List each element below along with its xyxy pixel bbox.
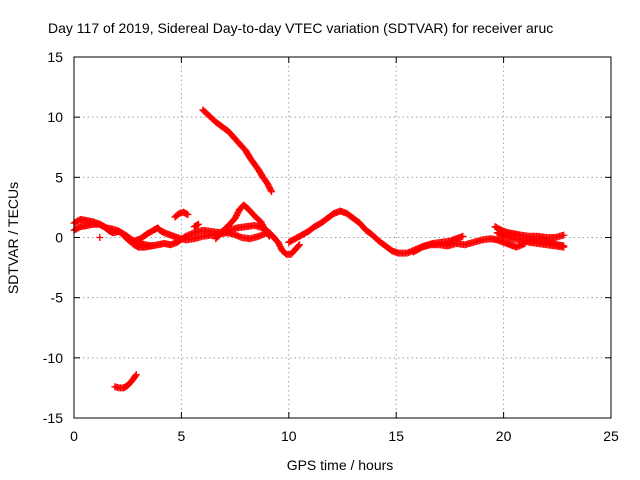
x-tick-label: 25 [603, 428, 619, 444]
tick-labels: 0 5 10 15 20 25 -15 -10 -5 0 5 10 15 [43, 49, 619, 444]
track-a-point [295, 242, 303, 250]
y-tick-label: 5 [55, 169, 63, 185]
x-tick-label: 15 [388, 428, 404, 444]
y-tick-label: 0 [55, 230, 63, 246]
x-tick-label: 5 [178, 428, 186, 444]
track-f-point [265, 232, 273, 240]
track-m-point [560, 242, 568, 250]
axis-ticks [73, 56, 612, 419]
track-c-point [270, 234, 278, 241]
y-tick-label: -10 [43, 350, 63, 366]
track-h-point [132, 371, 140, 379]
track-b-point [147, 242, 155, 250]
x-tick-label: 20 [496, 428, 512, 444]
track-a-point [296, 241, 304, 249]
x-axis-title: GPS time / hours [287, 457, 394, 473]
isolated-point [96, 234, 104, 241]
track-i-point [459, 232, 467, 240]
track-k-point [560, 231, 568, 239]
y-tick-label: -5 [51, 290, 64, 306]
x-tick-label: 10 [281, 428, 297, 444]
track-g-point [267, 186, 275, 194]
track-d-point [184, 211, 192, 219]
y-tick-label: 15 [47, 49, 63, 65]
y-axis-title: SDTVAR / TECUs [5, 182, 21, 294]
chart-title: Day 117 of 2019, Sidereal Day-to-day VTE… [48, 20, 553, 36]
track-g-point [268, 188, 276, 196]
track-f-point [265, 231, 273, 239]
y-tick-label: 10 [47, 109, 63, 125]
x-tick-label: 0 [70, 428, 78, 444]
track-h-point [131, 372, 139, 380]
track-e-point [195, 220, 203, 228]
y-tick-label: -15 [43, 410, 63, 426]
data-points [70, 106, 568, 392]
